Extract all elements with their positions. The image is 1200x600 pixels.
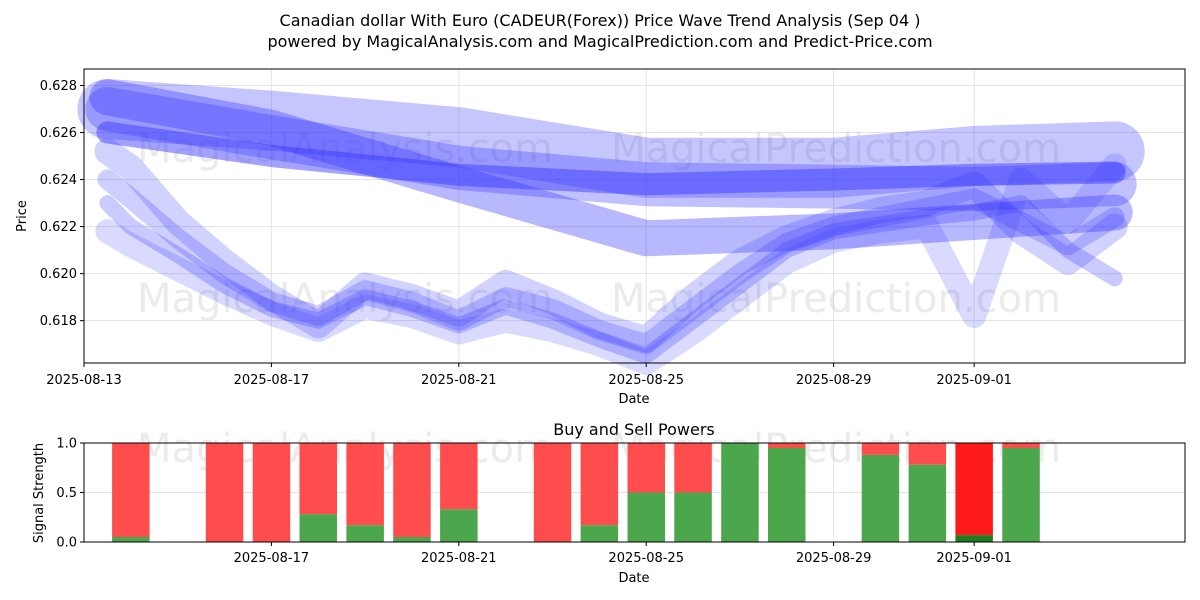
signal-bars	[112, 443, 1040, 542]
top-x-tick-label: 2025-09-01	[936, 373, 1012, 388]
sell-power-bar	[299, 443, 337, 515]
sell-power-bar	[440, 443, 478, 510]
top-x-tick-label: 2025-08-29	[796, 373, 872, 388]
top-gridlines	[83, 69, 1185, 363]
buy-power-bar	[955, 535, 993, 542]
buy-power-bar	[580, 525, 619, 542]
buy-power-bar	[721, 443, 759, 542]
sell-power-bar	[768, 443, 806, 448]
wave-series-line	[94, 138, 1128, 353]
sell-power-bar	[908, 443, 947, 465]
buy-power-bar	[674, 492, 712, 542]
wave-series-line	[97, 169, 1125, 355]
buy-power-bar	[112, 537, 150, 542]
sell-power-bar	[393, 443, 431, 537]
sell-power-bar	[955, 443, 993, 536]
sell-power-bar	[112, 443, 150, 537]
watermark-analysis-bottom: MagicalAnalysis.com	[137, 426, 553, 472]
sell-power-bar	[861, 443, 900, 455]
sell-power-bar	[205, 443, 244, 542]
wave-series-line	[96, 121, 1126, 196]
buy-power-bar	[393, 537, 431, 542]
buy-power-bar	[299, 514, 337, 542]
watermark-analysis-mid: MagicalAnalysis.com	[137, 276, 553, 322]
bottom-x-tick-label: 2025-09-01	[936, 551, 1012, 566]
bottom-x-axis-label: Date	[618, 571, 649, 586]
top-y-ticks: 0.618 0.620 0.622 0.624 0.626 0.628	[40, 79, 84, 329]
top-y-axis-label: Price	[15, 200, 30, 232]
sell-power-bar	[674, 443, 712, 493]
buy-power-bar	[861, 454, 900, 542]
watermark-prediction-top: MagicalPrediction.com	[611, 126, 1061, 172]
bottom-x-ticks: 2025-08-17 2025-08-21 2025-08-25 2025-08-29…	[234, 542, 1012, 566]
top-watermarks: MagicalAnalysis.com MagicalPrediction.co…	[137, 126, 1061, 322]
bottom-x-tick-label: 2025-08-21	[421, 551, 497, 566]
top-y-tick-label: 0.618	[40, 314, 77, 329]
bottom-x-tick-label: 2025-08-17	[234, 551, 310, 566]
sell-power-bar	[580, 443, 619, 526]
top-x-axis-label: Date	[618, 392, 649, 407]
bottom-x-tick-label: 2025-08-29	[796, 551, 872, 566]
bottom-y-ticks: 0.0 0.5 1.0	[56, 437, 84, 551]
buy-power-bar	[440, 509, 478, 542]
buy-power-bar	[346, 525, 384, 542]
buy-power-bar	[908, 464, 947, 542]
top-plot-frame	[83, 68, 1186, 364]
sell-power-bar	[1002, 443, 1040, 448]
sell-power-bar	[346, 443, 384, 526]
buy-power-bar	[768, 447, 806, 542]
chart-title-line2: powered by MagicalAnalysis.com and Magic…	[267, 32, 932, 51]
buy-power-bar	[627, 492, 665, 542]
top-y-tick-label: 0.628	[40, 79, 77, 94]
top-y-tick-label: 0.626	[40, 126, 77, 141]
top-x-tick-label: 2025-08-13	[46, 373, 122, 388]
watermark-prediction-mid: MagicalPrediction.com	[611, 276, 1061, 322]
top-x-tick-label: 2025-08-21	[421, 373, 497, 388]
buy-power-bar	[1002, 447, 1040, 542]
bottom-y-axis-label: Signal Strength	[32, 443, 47, 543]
chart-title-line1: Canadian dollar With Euro (CADEUR(Forex)…	[280, 11, 921, 30]
wave-series-line	[77, 79, 1145, 198]
top-y-tick-label: 0.620	[40, 267, 77, 282]
bottom-y-tick-label: 0.0	[56, 536, 77, 551]
watermark-analysis-top: MagicalAnalysis.com	[137, 126, 553, 172]
wave-series-line	[95, 153, 1127, 375]
top-y-tick-label: 0.622	[40, 220, 77, 235]
price-wave-series	[77, 79, 1145, 375]
wave-series-line	[99, 195, 1123, 364]
top-x-tick-label: 2025-08-17	[234, 373, 310, 388]
sell-power-bar	[252, 443, 291, 542]
bottom-x-tick-label: 2025-08-25	[608, 551, 684, 566]
bottom-chart-title: Buy and Sell Powers	[553, 420, 715, 439]
wave-series-line	[89, 79, 1133, 257]
bottom-y-tick-label: 1.0	[56, 437, 77, 452]
wave-series-line	[85, 87, 1137, 211]
bottom-y-tick-label: 0.5	[56, 486, 77, 501]
sell-power-bar	[533, 443, 572, 542]
top-y-tick-label: 0.624	[40, 173, 77, 188]
sell-power-bar	[627, 443, 665, 493]
top-x-tick-label: 2025-08-25	[608, 373, 684, 388]
top-x-ticks: 2025-08-13 2025-08-17 2025-08-21 2025-08-25…	[46, 363, 1012, 388]
